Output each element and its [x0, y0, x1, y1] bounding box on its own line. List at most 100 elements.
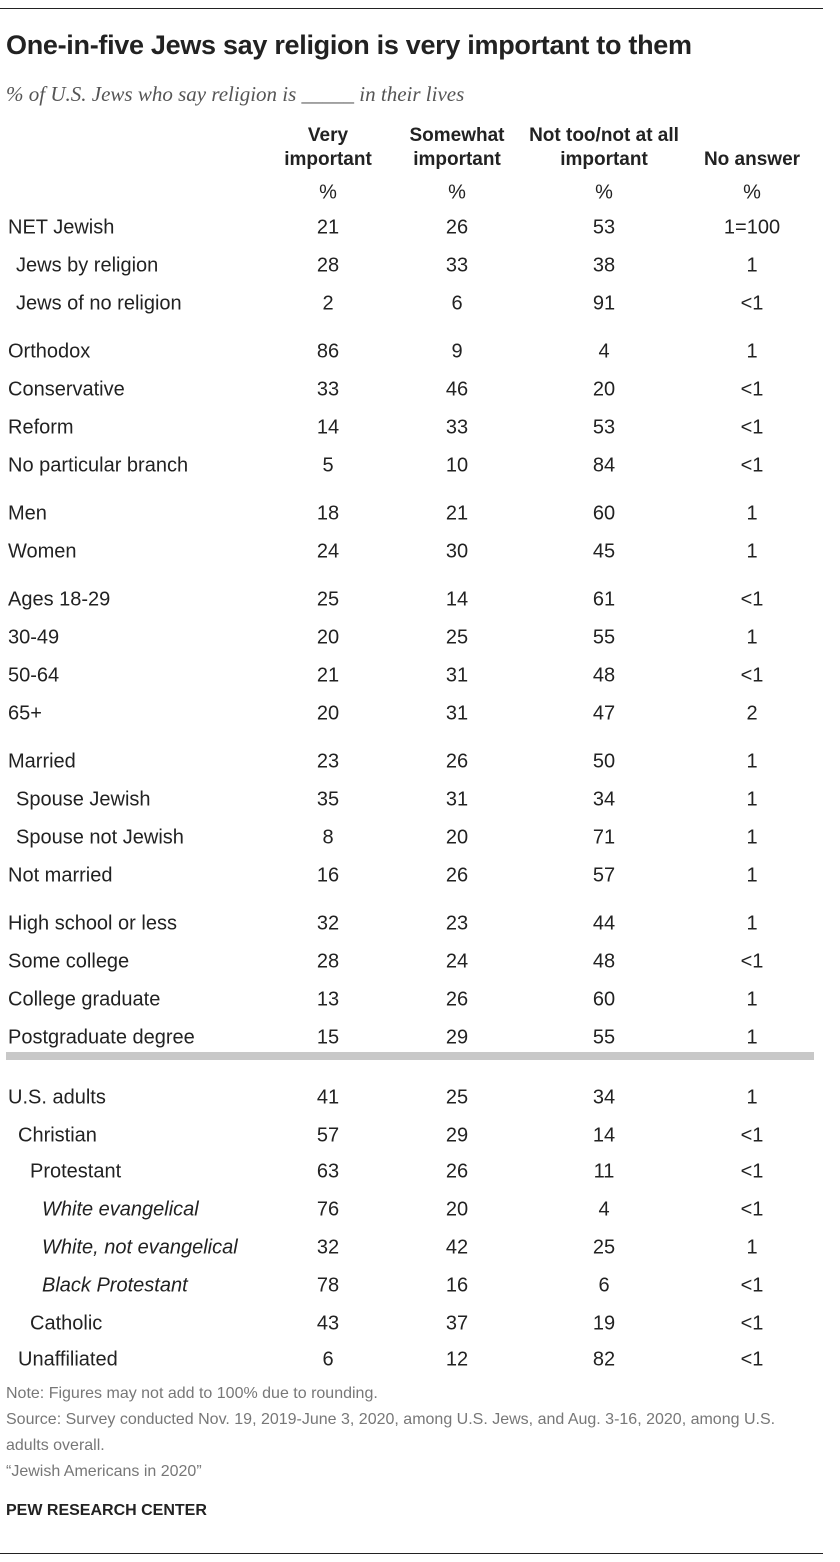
row-label: Catholic	[30, 1312, 103, 1335]
cell-value: 31	[445, 788, 469, 811]
cell-value: 19	[592, 1312, 616, 1335]
cell-value: 48	[592, 664, 616, 687]
cell-value: 45	[592, 540, 616, 563]
cell-value: 37	[445, 1312, 469, 1335]
row-label: U.S. adults	[8, 1086, 106, 1109]
cell-value: 26	[445, 216, 469, 239]
cell-value: 23	[316, 750, 340, 773]
cell-value: 20	[592, 378, 616, 401]
cell-value: <1	[740, 378, 764, 401]
cell-value: 25	[445, 1086, 469, 1109]
row-label: No particular branch	[8, 454, 189, 477]
cell-value: 8	[322, 826, 334, 849]
cell-value: 24	[316, 540, 340, 563]
row-label: 65+	[8, 702, 42, 725]
cell-value: 57	[316, 1124, 340, 1147]
cell-value: 33	[445, 254, 469, 277]
cell-value: 26	[445, 750, 469, 773]
cell-value: 32	[316, 912, 340, 935]
cell-value: 16	[316, 864, 340, 887]
cell-value: 1	[746, 340, 758, 363]
cell-value: 20	[316, 626, 340, 649]
cell-value: 34	[592, 788, 616, 811]
row-label: Conservative	[8, 378, 125, 401]
cell-value: 24	[445, 950, 469, 973]
cell-value: 14	[316, 416, 340, 439]
cell-value: <1	[740, 1198, 764, 1221]
cell-value: <1	[740, 1124, 764, 1147]
row-label: White, not evangelical	[42, 1236, 238, 1259]
cell-value: <1	[740, 1312, 764, 1335]
cell-value: 6	[598, 1274, 610, 1297]
cell-value: 1	[746, 750, 758, 773]
cell-value: 1=100	[723, 216, 781, 239]
cell-value: 18	[316, 502, 340, 525]
row-label: White evangelical	[42, 1198, 199, 1221]
cell-value: <1	[740, 1348, 764, 1371]
cell-value: 38	[592, 254, 616, 277]
cell-value: 42	[445, 1236, 469, 1259]
cell-value: 34	[592, 1086, 616, 1109]
row-label: Jews of no religion	[16, 292, 182, 315]
cell-value: 1	[746, 540, 758, 563]
cell-value: 29	[445, 1026, 469, 1049]
cell-value: 14	[445, 588, 469, 611]
cell-value: 4	[598, 340, 610, 363]
cell-value: 61	[592, 588, 616, 611]
row-label: Married	[8, 750, 76, 773]
row-label: Unaffiliated	[18, 1348, 118, 1371]
column-header: Somewhat important	[409, 125, 505, 170]
cell-value: 6	[451, 292, 463, 315]
cell-value: 1	[746, 788, 758, 811]
cell-value: 20	[445, 1198, 469, 1221]
cell-value: 82	[592, 1348, 616, 1371]
row-label: 30-49	[8, 626, 60, 649]
unit: %	[595, 181, 613, 204]
cell-value: 91	[592, 292, 616, 315]
cell-value: 25	[316, 588, 340, 611]
cell-value: 1	[746, 826, 758, 849]
cell-value: 21	[316, 216, 340, 239]
cell-value: <1	[740, 292, 764, 315]
cell-value: 35	[316, 788, 340, 811]
row-label: Reform	[8, 416, 74, 439]
cell-value: 33	[316, 378, 340, 401]
cell-value: 33	[445, 416, 469, 439]
brand: PEW RESEARCH CENTER	[6, 1502, 207, 1519]
cell-value: 11	[593, 1160, 615, 1183]
cell-value: 32	[316, 1236, 340, 1259]
cell-value: 55	[592, 1026, 616, 1049]
row-label: Postgraduate degree	[8, 1026, 195, 1049]
cell-value: <1	[740, 1160, 764, 1183]
cell-value: 1	[746, 502, 758, 525]
cell-value: 48	[592, 950, 616, 973]
cell-value: 1	[746, 254, 758, 277]
cell-value: 2	[322, 292, 334, 315]
cell-value: 23	[445, 912, 469, 935]
cell-value: <1	[740, 588, 764, 611]
row-label: Protestant	[30, 1160, 122, 1183]
bottom-rule	[0, 1553, 823, 1554]
cell-value: 29	[445, 1124, 469, 1147]
row-label: Black Protestant	[42, 1274, 188, 1297]
cell-value: 84	[592, 454, 616, 477]
cell-value: 26	[445, 864, 469, 887]
cell-value: 53	[592, 216, 616, 239]
top-rule	[0, 8, 823, 9]
row-label: Orthodox	[8, 340, 91, 363]
row-label: College graduate	[8, 988, 161, 1011]
cell-value: 1	[746, 626, 758, 649]
row-label: Not married	[8, 864, 113, 887]
cell-value: 5	[322, 454, 334, 477]
cell-value: 21	[316, 664, 340, 687]
cell-value: 71	[592, 826, 616, 849]
row-label: Men	[8, 502, 47, 525]
cell-value: <1	[740, 416, 764, 439]
cell-value: 1	[746, 1236, 758, 1259]
cell-value: 63	[316, 1160, 340, 1183]
separator	[6, 1052, 814, 1060]
cell-value: 86	[316, 340, 340, 363]
title: One-in-five Jews say religion is very im…	[6, 30, 692, 60]
cell-value: 13	[316, 988, 340, 1011]
